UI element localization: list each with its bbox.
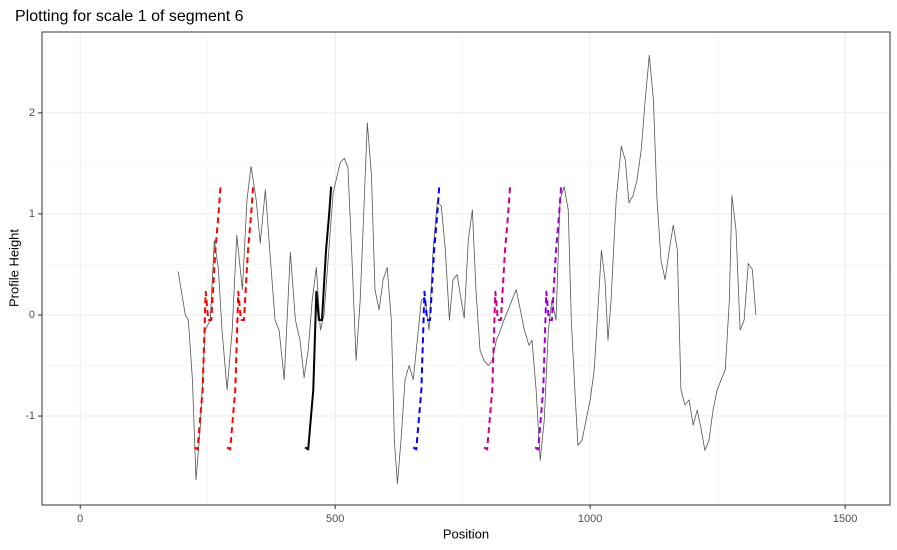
data-line [304,186,333,451]
y-tick-label: 0 [29,309,35,321]
data-line [534,186,563,451]
y-axis-label: Profile Height [6,229,21,307]
data-line [483,186,512,451]
y-tick-label: 1 [29,208,35,220]
chart-title: Plotting for scale 1 of segment 6 [15,8,244,25]
x-tick-label: 0 [77,513,83,525]
x-tick-label: 500 [326,513,344,525]
data-line [177,54,757,485]
data-line [226,186,255,451]
data-line [412,186,441,451]
x-tick-label: 1000 [578,513,602,525]
data-line [193,186,222,451]
y-tick-label: 2 [29,107,35,119]
panel-border [41,31,891,506]
y-tick-label: -1 [25,410,35,422]
x-tick-label: 1500 [833,513,857,525]
x-axis-label: Position [443,526,489,541]
